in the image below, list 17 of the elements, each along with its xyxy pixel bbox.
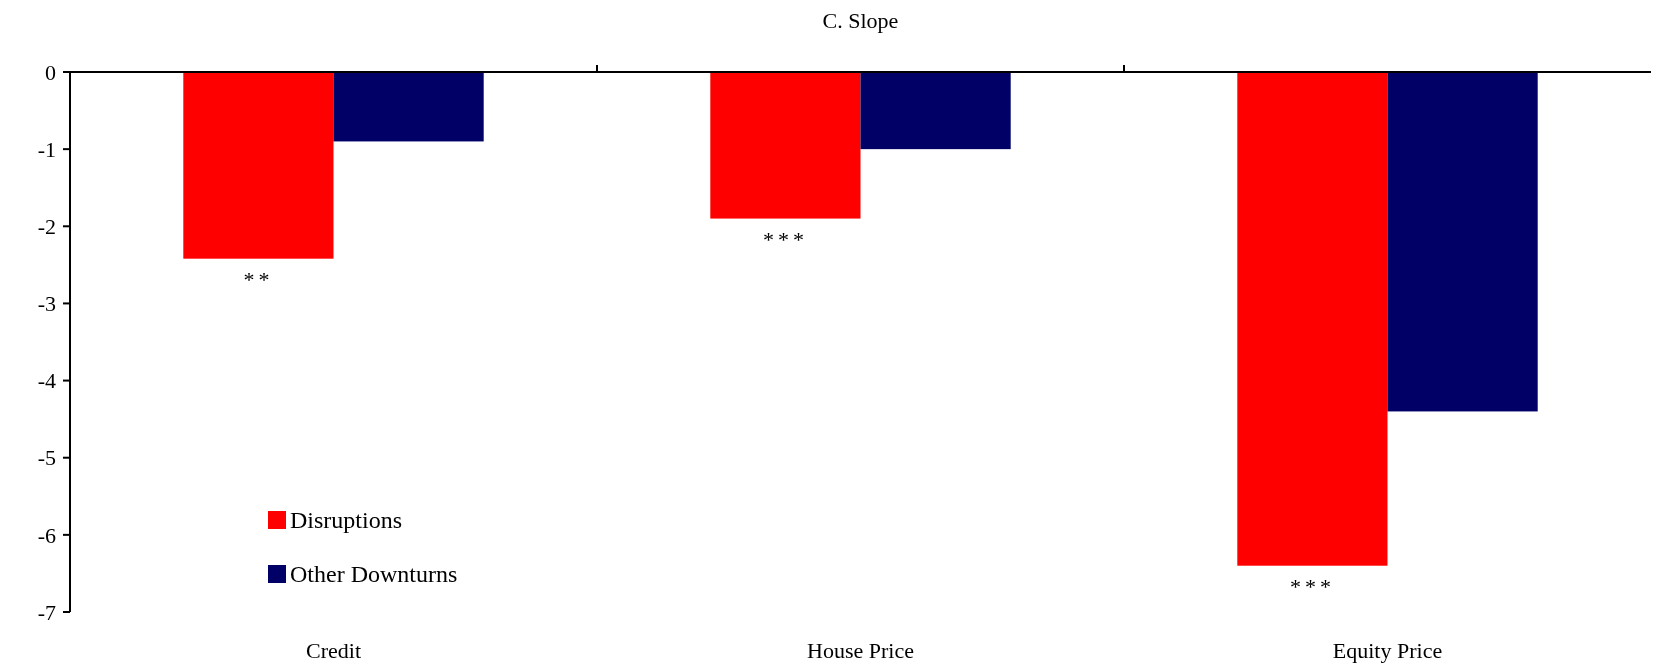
annotation: *** <box>1289 573 1335 599</box>
chart-title: C. Slope <box>822 8 899 33</box>
y-tick-label: 0 <box>45 59 56 85</box>
x-tick-label: House Price <box>807 638 914 663</box>
y-tick-label: -2 <box>37 213 56 239</box>
x-tick-label: Credit <box>306 638 361 663</box>
y-tick-label: -3 <box>37 291 56 317</box>
annotation: *** <box>762 226 808 252</box>
y-tick-label: -7 <box>37 599 56 625</box>
annotation: ** <box>243 266 274 292</box>
y-tick-label: -4 <box>37 368 56 394</box>
legend-label: Other Downturns <box>290 561 458 588</box>
y-tick-label: -6 <box>37 522 56 548</box>
y-tick-label: -1 <box>37 136 56 162</box>
y-tick-label: -5 <box>37 445 56 471</box>
x-tick-label: Equity Price <box>1332 638 1443 663</box>
legend-label: Disruptions <box>290 507 403 534</box>
